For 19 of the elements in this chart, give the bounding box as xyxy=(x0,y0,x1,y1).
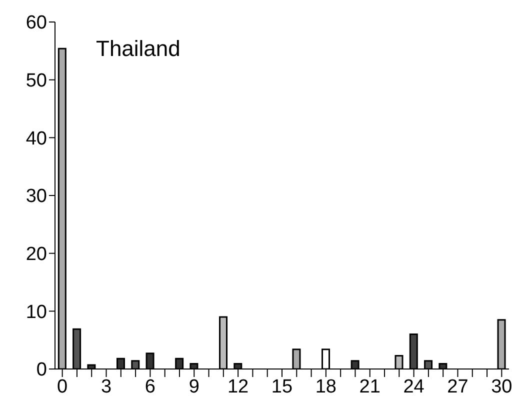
x-tick-label: 12 xyxy=(227,376,249,398)
y-tick-label: 20 xyxy=(26,244,47,266)
y-tick-label: 50 xyxy=(26,70,47,92)
x-tick-label: 27 xyxy=(447,376,468,398)
y-tick-label: 10 xyxy=(26,302,47,323)
y-tick-label: 0 xyxy=(36,360,47,381)
y-tick-label: 40 xyxy=(26,128,47,150)
y-tick-label: 60 xyxy=(26,12,47,34)
x-tick-label: 24 xyxy=(403,376,425,398)
x-tick-label: 18 xyxy=(315,376,337,398)
x-tick-label: 6 xyxy=(144,376,156,398)
x-tick-label: 0 xyxy=(57,376,68,398)
x-tick-label: 3 xyxy=(100,376,112,398)
text: Thailand xyxy=(96,36,180,62)
x-tick-label: 30 xyxy=(491,376,512,398)
x-tick-label: 21 xyxy=(359,376,380,398)
x-tick-label: 15 xyxy=(271,376,293,398)
y-tick-label: 30 xyxy=(26,186,47,208)
x-tick-label: 9 xyxy=(188,376,200,398)
